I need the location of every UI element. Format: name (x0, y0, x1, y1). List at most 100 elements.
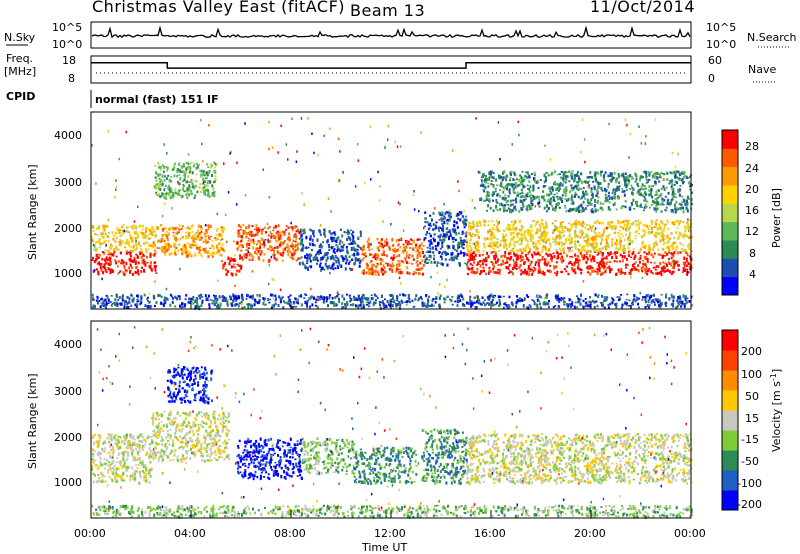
power-cell (643, 199, 646, 202)
power-cell (487, 220, 490, 223)
power-cell (629, 239, 631, 242)
power-cell (169, 195, 172, 200)
power-cell (453, 224, 456, 228)
power-cell (472, 227, 475, 230)
power-cell (550, 197, 552, 201)
power-cell (570, 197, 573, 201)
power-cell (631, 263, 634, 268)
power-cell (439, 213, 442, 217)
power-cell (634, 299, 637, 303)
power-cell (237, 304, 240, 308)
power-cell (274, 302, 277, 306)
power-cell (674, 208, 677, 210)
power-cell (396, 268, 399, 271)
power-cell (215, 300, 218, 304)
power-cell (642, 265, 645, 269)
power-cell (440, 219, 443, 223)
power-cell (111, 302, 114, 305)
power-cell (569, 261, 572, 264)
power-cell (562, 300, 565, 304)
power-cell (476, 248, 479, 253)
power-cell (688, 181, 690, 184)
power-cell (284, 301, 287, 304)
power-cell (482, 250, 485, 252)
power-cell (213, 252, 216, 255)
power-cell (670, 232, 673, 235)
power-cell (102, 265, 105, 269)
power-cell (443, 234, 446, 238)
power-cell (234, 259, 237, 262)
power-cell (164, 254, 167, 257)
power-cell (94, 247, 97, 250)
power-cell (192, 296, 195, 299)
power-cell (468, 245, 471, 248)
power-cell (587, 238, 590, 242)
power-cell (399, 303, 402, 307)
power-cell (167, 247, 170, 251)
power-cell (185, 193, 188, 197)
power-cell (516, 240, 519, 243)
power-cell (512, 247, 515, 250)
power-cell (299, 242, 302, 246)
power-cell (373, 255, 376, 258)
power-cell (552, 198, 555, 202)
power-cell (376, 263, 379, 265)
power-cell (578, 220, 581, 223)
power-cell (246, 245, 249, 248)
power-cell (102, 232, 105, 236)
power-cell (471, 271, 474, 274)
power-cell (527, 265, 530, 269)
power-cell (505, 265, 508, 270)
power-cell (526, 294, 529, 297)
power-cell (281, 259, 284, 262)
power-cell (658, 223, 661, 227)
power-cell (418, 245, 421, 249)
power-cell (169, 188, 171, 192)
power-cell (212, 171, 215, 174)
power-cell (532, 184, 535, 188)
power-cell (249, 239, 252, 242)
power-cell (448, 218, 451, 221)
power-cell (676, 251, 679, 255)
power-cell (656, 227, 659, 231)
power-cell (650, 190, 653, 194)
power-cell (199, 238, 202, 241)
power-cell (422, 255, 425, 258)
power-cell (451, 251, 454, 256)
power-cell (644, 198, 647, 202)
power-cell (126, 296, 129, 299)
power-cell (495, 225, 498, 228)
power-cell (311, 303, 314, 307)
power-cell (399, 268, 402, 271)
power-cell (522, 195, 525, 199)
power-cell (323, 232, 326, 236)
power-cell (623, 251, 626, 254)
power-cell (668, 270, 671, 274)
power-cell (642, 188, 644, 190)
power-cell (250, 231, 252, 235)
power-cell (301, 238, 304, 240)
power-cell (105, 306, 107, 310)
power-cell (537, 263, 540, 267)
power-cell (98, 238, 101, 241)
power-cell (591, 240, 594, 242)
power-cell (184, 298, 187, 301)
power-cell (562, 172, 565, 176)
power-cell (188, 162, 191, 166)
power-cell (320, 268, 322, 272)
power-cell (185, 180, 188, 184)
power-cell (639, 255, 642, 257)
power-cell (657, 265, 660, 268)
power-cell (159, 195, 162, 198)
power-cell (620, 294, 623, 296)
power-cell (196, 304, 199, 308)
power-cell (321, 296, 324, 300)
power-cell (425, 251, 428, 253)
power-cell (258, 294, 261, 298)
power-cell (213, 161, 216, 164)
power-cell (661, 197, 664, 201)
power-cell (96, 240, 99, 244)
power-cell (456, 254, 459, 258)
power-cell (395, 271, 398, 273)
power-cell (448, 236, 450, 241)
